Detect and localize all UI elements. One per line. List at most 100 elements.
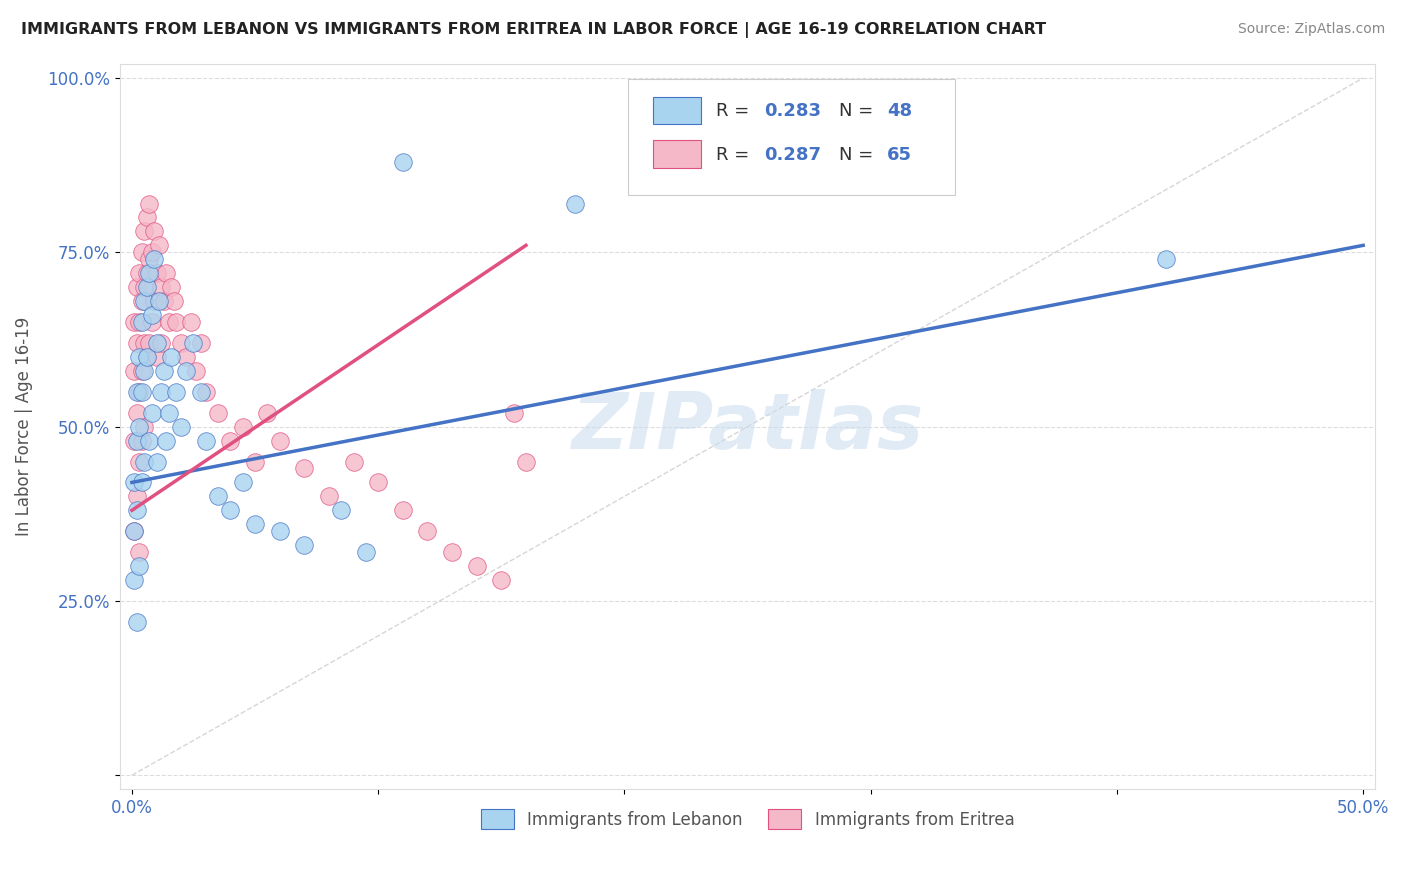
Point — [128, 545, 150, 559]
Point — [131, 294, 153, 309]
Point — [125, 335, 148, 350]
Point — [318, 489, 340, 503]
Point — [184, 364, 207, 378]
Point — [163, 294, 186, 309]
Point — [207, 489, 229, 503]
Point — [125, 406, 148, 420]
Point — [143, 294, 166, 309]
Point — [219, 434, 242, 448]
Point — [354, 545, 377, 559]
Point — [141, 315, 163, 329]
FancyBboxPatch shape — [628, 78, 955, 194]
Point — [134, 454, 156, 468]
Point — [134, 294, 156, 309]
Point — [125, 503, 148, 517]
Point — [131, 364, 153, 378]
Point — [157, 406, 180, 420]
Point — [150, 335, 173, 350]
Text: 65: 65 — [887, 145, 912, 164]
Point — [145, 335, 167, 350]
Point — [138, 252, 160, 267]
Point — [138, 266, 160, 280]
Point — [194, 384, 217, 399]
Point — [128, 350, 150, 364]
Point — [194, 434, 217, 448]
Point — [190, 384, 212, 399]
Point — [183, 335, 205, 350]
Point — [160, 280, 183, 294]
Text: R =: R = — [716, 103, 755, 120]
Point — [125, 489, 148, 503]
Point — [232, 419, 254, 434]
Point — [207, 406, 229, 420]
Point — [292, 538, 315, 552]
Point — [131, 434, 153, 448]
Point — [143, 224, 166, 238]
Point — [367, 475, 389, 490]
Point — [165, 315, 187, 329]
Point — [141, 406, 163, 420]
Point — [174, 364, 197, 378]
Point — [174, 350, 197, 364]
Point — [124, 524, 146, 539]
Point — [124, 315, 146, 329]
Text: 0.283: 0.283 — [763, 103, 821, 120]
Point — [269, 524, 291, 539]
Point — [170, 419, 193, 434]
Text: Source: ZipAtlas.com: Source: ZipAtlas.com — [1237, 22, 1385, 37]
Point — [342, 454, 364, 468]
Point — [160, 350, 183, 364]
Text: 0.287: 0.287 — [763, 145, 821, 164]
Point — [128, 266, 150, 280]
Point — [134, 419, 156, 434]
Point — [128, 419, 150, 434]
Point — [155, 434, 177, 448]
Legend: Immigrants from Lebanon, Immigrants from Eritrea: Immigrants from Lebanon, Immigrants from… — [474, 803, 1021, 835]
Point — [134, 364, 156, 378]
Point — [190, 335, 212, 350]
Point — [153, 294, 176, 309]
Point — [145, 266, 167, 280]
Point — [269, 434, 291, 448]
Point — [124, 475, 146, 490]
Point — [135, 280, 157, 294]
Text: IMMIGRANTS FROM LEBANON VS IMMIGRANTS FROM ERITREA IN LABOR FORCE | AGE 16-19 CO: IMMIGRANTS FROM LEBANON VS IMMIGRANTS FR… — [21, 22, 1046, 38]
Point — [148, 294, 170, 309]
Point — [131, 475, 153, 490]
Point — [491, 573, 513, 587]
Point — [124, 364, 146, 378]
Point — [128, 315, 150, 329]
Point — [131, 245, 153, 260]
Point — [134, 224, 156, 238]
Point — [155, 266, 177, 280]
Point — [153, 364, 176, 378]
Point — [135, 211, 157, 225]
Point — [165, 384, 187, 399]
FancyBboxPatch shape — [654, 140, 702, 168]
Point — [292, 461, 315, 475]
Point — [124, 524, 146, 539]
Point — [465, 559, 488, 574]
Point — [150, 384, 173, 399]
Point — [134, 335, 156, 350]
Point — [219, 503, 242, 517]
Text: N =: N = — [839, 103, 879, 120]
Point — [135, 266, 157, 280]
Point — [564, 196, 586, 211]
Point — [148, 238, 170, 252]
Point — [515, 454, 537, 468]
Point — [441, 545, 464, 559]
Point — [125, 434, 148, 448]
Point — [124, 434, 146, 448]
Point — [232, 475, 254, 490]
Point — [141, 308, 163, 322]
Text: R =: R = — [716, 145, 755, 164]
Point — [128, 384, 150, 399]
Point — [145, 350, 167, 364]
Point — [128, 454, 150, 468]
Point — [134, 280, 156, 294]
Text: N =: N = — [839, 145, 879, 164]
FancyBboxPatch shape — [654, 96, 702, 124]
Point — [138, 196, 160, 211]
Point — [157, 315, 180, 329]
